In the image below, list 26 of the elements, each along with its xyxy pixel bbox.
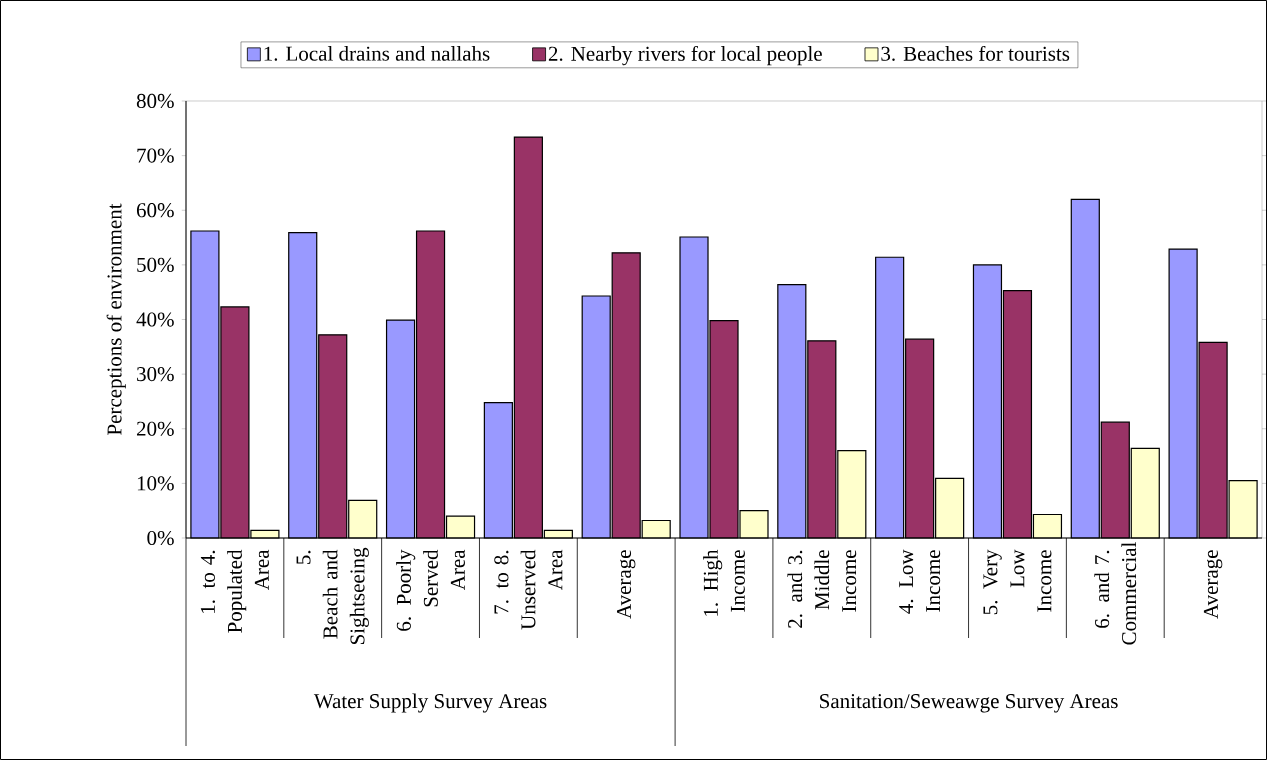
x-tick-label: 6. Poorly Served Area: [396, 549, 465, 631]
y-tick-label: 0%: [147, 530, 174, 546]
x-tick-label: 6. and 7. Commercial: [1094, 542, 1137, 645]
y-tick-label: 30%: [137, 367, 174, 382]
x-tick-label: 7. to 8. Unserved Area: [494, 549, 563, 630]
legend-label: 2. Nearby rivers for local people: [548, 45, 822, 66]
y-tick-label: 70%: [137, 148, 174, 163]
x-tick-label: 5. Very Low Income: [983, 549, 1052, 615]
text: Water Supply Survey Areas: [313, 693, 547, 713]
x-tick-label: 2. and 3. Middle Income: [787, 550, 857, 628]
legend-label: 1. Local drains and nallahs: [264, 45, 490, 61]
x-tick-label: Average: [616, 550, 636, 619]
y-tick-label: 20%: [136, 421, 174, 436]
y-tick-label: 10%: [137, 476, 174, 491]
legend-label: 3. Beaches for tourists: [881, 45, 1070, 61]
y-tick-label: 60%: [136, 203, 174, 218]
x-tick-label: 4. Low Income: [899, 549, 941, 614]
x-tick-label: 1. High Income: [703, 549, 745, 616]
x-tick-label: Average: [1203, 550, 1223, 619]
x-tick-label: 1. to 4. Populated Area: [200, 549, 269, 633]
y-tick-label: 80%: [136, 93, 174, 109]
x-tick-label: 5. Beach and Sightseeing: [296, 547, 369, 645]
y-tick-label: 40%: [136, 312, 174, 327]
text: Sanitation/Seweawge Survey Areas: [820, 694, 1118, 713]
y-tick-label: 50%: [137, 257, 174, 272]
y-axis-title: Perceptions of environment: [106, 203, 126, 435]
